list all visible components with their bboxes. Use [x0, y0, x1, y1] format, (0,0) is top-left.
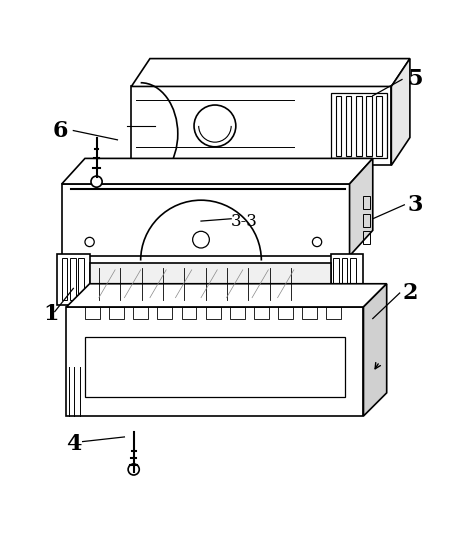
Text: 2: 2 — [403, 282, 418, 304]
Polygon shape — [363, 284, 387, 416]
Bar — [350, 258, 355, 300]
Bar — [363, 196, 370, 209]
Text: 6: 6 — [52, 119, 68, 142]
Bar — [278, 307, 293, 318]
Bar — [230, 307, 245, 318]
Bar — [336, 96, 341, 156]
Polygon shape — [350, 158, 373, 256]
Text: 3: 3 — [408, 194, 423, 216]
Polygon shape — [331, 254, 363, 304]
Polygon shape — [66, 284, 387, 307]
Text: 5: 5 — [408, 68, 423, 90]
Bar — [85, 338, 345, 398]
Polygon shape — [66, 307, 363, 416]
Bar — [342, 258, 347, 300]
Text: 4: 4 — [66, 433, 82, 455]
Text: 3-3: 3-3 — [231, 212, 258, 230]
Bar — [182, 307, 196, 318]
Circle shape — [128, 464, 139, 475]
Polygon shape — [131, 59, 410, 87]
Bar — [254, 307, 269, 318]
Bar — [78, 258, 84, 300]
Bar — [331, 94, 387, 158]
Bar — [62, 258, 67, 300]
Bar — [376, 96, 382, 156]
Bar — [133, 307, 148, 318]
Text: 1: 1 — [43, 303, 59, 325]
Polygon shape — [62, 184, 350, 256]
Polygon shape — [62, 158, 373, 184]
Bar — [326, 307, 341, 318]
Bar — [346, 96, 351, 156]
Bar — [302, 307, 317, 318]
Bar — [109, 307, 124, 318]
Bar — [70, 258, 76, 300]
Bar — [366, 96, 372, 156]
Polygon shape — [391, 59, 410, 165]
Bar — [356, 96, 361, 156]
Polygon shape — [131, 87, 391, 165]
Circle shape — [91, 176, 102, 187]
Bar — [205, 307, 220, 318]
Bar — [157, 307, 172, 318]
Bar — [333, 258, 339, 300]
Bar — [90, 263, 331, 300]
Bar — [363, 231, 370, 244]
Bar — [363, 213, 370, 227]
Polygon shape — [57, 254, 90, 304]
Bar — [85, 307, 100, 318]
